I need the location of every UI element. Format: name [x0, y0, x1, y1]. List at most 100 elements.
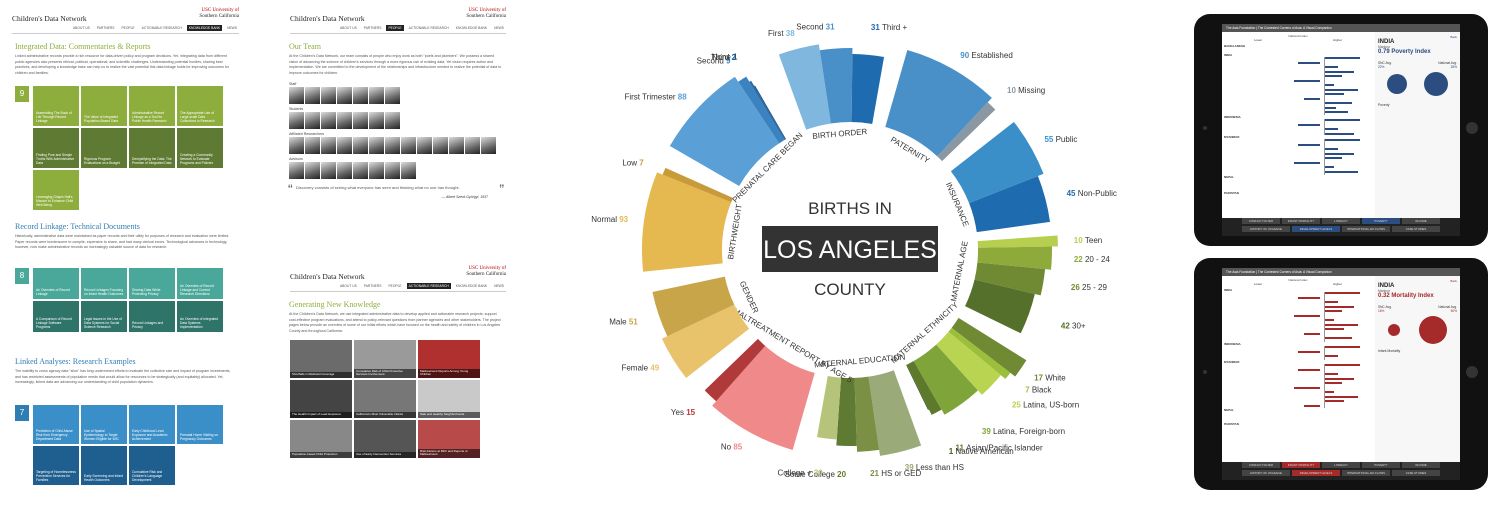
avatar[interactable]	[369, 137, 384, 154]
region-bar[interactable]	[1324, 364, 1360, 367]
region-bar[interactable]	[1324, 128, 1338, 131]
nav-news[interactable]: NEWS	[494, 26, 504, 30]
region-bar[interactable]	[1324, 106, 1336, 109]
avatar[interactable]	[337, 87, 352, 104]
region-bar[interactable]	[1324, 111, 1348, 114]
document-tile[interactable]: Sharing Data While Protecting Privacy	[129, 268, 175, 299]
region-bar[interactable]	[1298, 350, 1320, 353]
report-tile[interactable]: Assembling The Book of Life Through Reco…	[33, 86, 79, 126]
avatar[interactable]	[449, 137, 464, 154]
avatar[interactable]	[369, 87, 384, 104]
report-tile[interactable]: Finding Pure and Simple Truths With Admi…	[33, 128, 79, 168]
project-tile[interactable]: Safe and Healthy Neighborhoods	[418, 380, 480, 418]
nav-knowledge-bank[interactable]: KNOWLEDGE BANK	[186, 25, 223, 31]
avatar[interactable]	[417, 137, 432, 154]
region-bar[interactable]	[1324, 373, 1338, 376]
region-bar[interactable]	[1304, 404, 1320, 407]
region-bar[interactable]	[1324, 400, 1344, 403]
region-bar[interactable]	[1324, 57, 1360, 60]
region-bar[interactable]	[1324, 337, 1352, 340]
region-bar[interactable]	[1298, 123, 1320, 126]
document-tile[interactable]: An Overview of Record Linkage and Curren…	[177, 268, 223, 299]
avatar[interactable]	[353, 137, 368, 154]
region-bar[interactable]	[1324, 377, 1354, 380]
tab-case-studies[interactable]: CASE STUDIES	[1392, 226, 1440, 232]
region-bar[interactable]	[1294, 386, 1320, 389]
region-bar[interactable]	[1324, 148, 1338, 151]
nav-partners[interactable]: PARTNERS	[363, 26, 382, 30]
nav-partners[interactable]: PARTNERS	[363, 284, 382, 288]
avatar[interactable]	[481, 137, 496, 154]
tab-income[interactable]: INCOME	[1402, 462, 1440, 468]
project-tile[interactable]: California's Most Vulnerable Infants	[354, 380, 416, 418]
nav-about[interactable]: ABOUT US	[72, 26, 90, 30]
nav-research[interactable]: ACTIONABLE RESEARCH	[406, 283, 451, 289]
avatar[interactable]	[369, 112, 384, 129]
example-tile[interactable]: Cumulative Risk and Children's Language …	[129, 446, 175, 485]
region-bar[interactable]	[1324, 323, 1358, 326]
nav-people[interactable]: PEOPLE	[388, 284, 402, 288]
tab-poverty[interactable]: POVERTY	[1362, 218, 1400, 224]
nav-people[interactable]: PEOPLE	[121, 26, 135, 30]
tab-aid-flows[interactable]: INTERNATIONAL AID FLOWS	[1342, 226, 1390, 232]
project-tile[interactable]: Population-based Child Protection	[290, 420, 352, 458]
region-bar[interactable]	[1298, 143, 1320, 146]
avatar[interactable]	[289, 137, 304, 154]
avatar[interactable]	[353, 87, 368, 104]
avatar[interactable]	[289, 112, 304, 129]
region-bar[interactable]	[1324, 382, 1342, 385]
region-bar[interactable]	[1324, 310, 1342, 313]
nav-partners[interactable]: PARTNERS	[96, 26, 115, 30]
tab-history[interactable]: HISTORY OF VIOLENCE	[1242, 470, 1290, 476]
region-bar[interactable]	[1324, 301, 1338, 304]
nav-knowledge-bank[interactable]: KNOWLEDGE BANK	[455, 284, 488, 288]
avatar[interactable]	[321, 112, 336, 129]
tab-conflict-filter[interactable]: CONFLICT FILTER	[1242, 462, 1280, 468]
avatar[interactable]	[305, 162, 320, 179]
region-bar[interactable]	[1298, 296, 1320, 299]
document-tile[interactable]: A Comparison of Record Linkage Software …	[33, 301, 79, 332]
region-bar[interactable]	[1324, 292, 1360, 295]
nav-news[interactable]: NEWS	[227, 26, 237, 30]
avatar[interactable]	[385, 137, 400, 154]
example-tile[interactable]: Early Screening and Infant Health Outcom…	[81, 446, 127, 485]
region-bar[interactable]	[1324, 152, 1354, 155]
region-bar[interactable]	[1324, 328, 1344, 331]
document-tile[interactable]: Legal Issues in the Use of Data Systems …	[81, 301, 127, 332]
region-bar[interactable]	[1324, 84, 1334, 87]
region-bar[interactable]	[1324, 170, 1358, 173]
avatar[interactable]	[385, 112, 400, 129]
nav-research[interactable]: ACTIONABLE RESEARCH	[141, 26, 182, 30]
project-tile[interactable]: Shortfalls in Medicaid Coverage	[290, 340, 352, 378]
avatar[interactable]	[465, 137, 480, 154]
nav-research[interactable]: ACTIONABLE RESEARCH	[408, 26, 449, 30]
region-bar[interactable]	[1324, 70, 1354, 73]
avatar[interactable]	[305, 137, 320, 154]
nav-knowledge-bank[interactable]: KNOWLEDGE BANK	[455, 26, 488, 30]
example-tile[interactable]: Targeting of Homelessness Prevention Ser…	[33, 446, 79, 485]
project-tile[interactable]: Use of Early Intervention Services	[354, 420, 416, 458]
site-logo[interactable]: Children's Data Network	[290, 14, 365, 23]
example-tile[interactable]: Early Childhood Lead Exposure and Academ…	[129, 405, 175, 444]
avatar[interactable]	[337, 137, 352, 154]
avatar[interactable]	[321, 87, 336, 104]
avatar[interactable]	[305, 87, 320, 104]
avatar[interactable]	[289, 87, 304, 104]
region-bar[interactable]	[1324, 93, 1344, 96]
region-bar[interactable]	[1294, 314, 1320, 317]
site-logo[interactable]: Children's Data Network	[12, 14, 87, 23]
region-bar[interactable]	[1324, 132, 1354, 135]
back-button[interactable]: Back	[1450, 279, 1457, 283]
avatar[interactable]	[321, 137, 336, 154]
example-tile[interactable]: Use of Spatial Epidemiology to Target Wo…	[81, 405, 127, 444]
report-tile[interactable]: The Value of Integrated Population-Based…	[81, 86, 127, 126]
region-bar[interactable]	[1324, 75, 1342, 78]
region-bar[interactable]	[1294, 161, 1320, 164]
region-bar[interactable]	[1324, 66, 1338, 69]
document-tile[interactable]: Record Linkages and Privacy	[129, 301, 175, 332]
tab-infant-mortality[interactable]: INFANT MORTALITY	[1282, 462, 1320, 468]
back-button[interactable]: Back	[1450, 35, 1457, 39]
region-bar[interactable]	[1294, 79, 1320, 82]
region-bar[interactable]	[1324, 395, 1358, 398]
tab-literacy[interactable]: LITERACY	[1322, 218, 1360, 224]
